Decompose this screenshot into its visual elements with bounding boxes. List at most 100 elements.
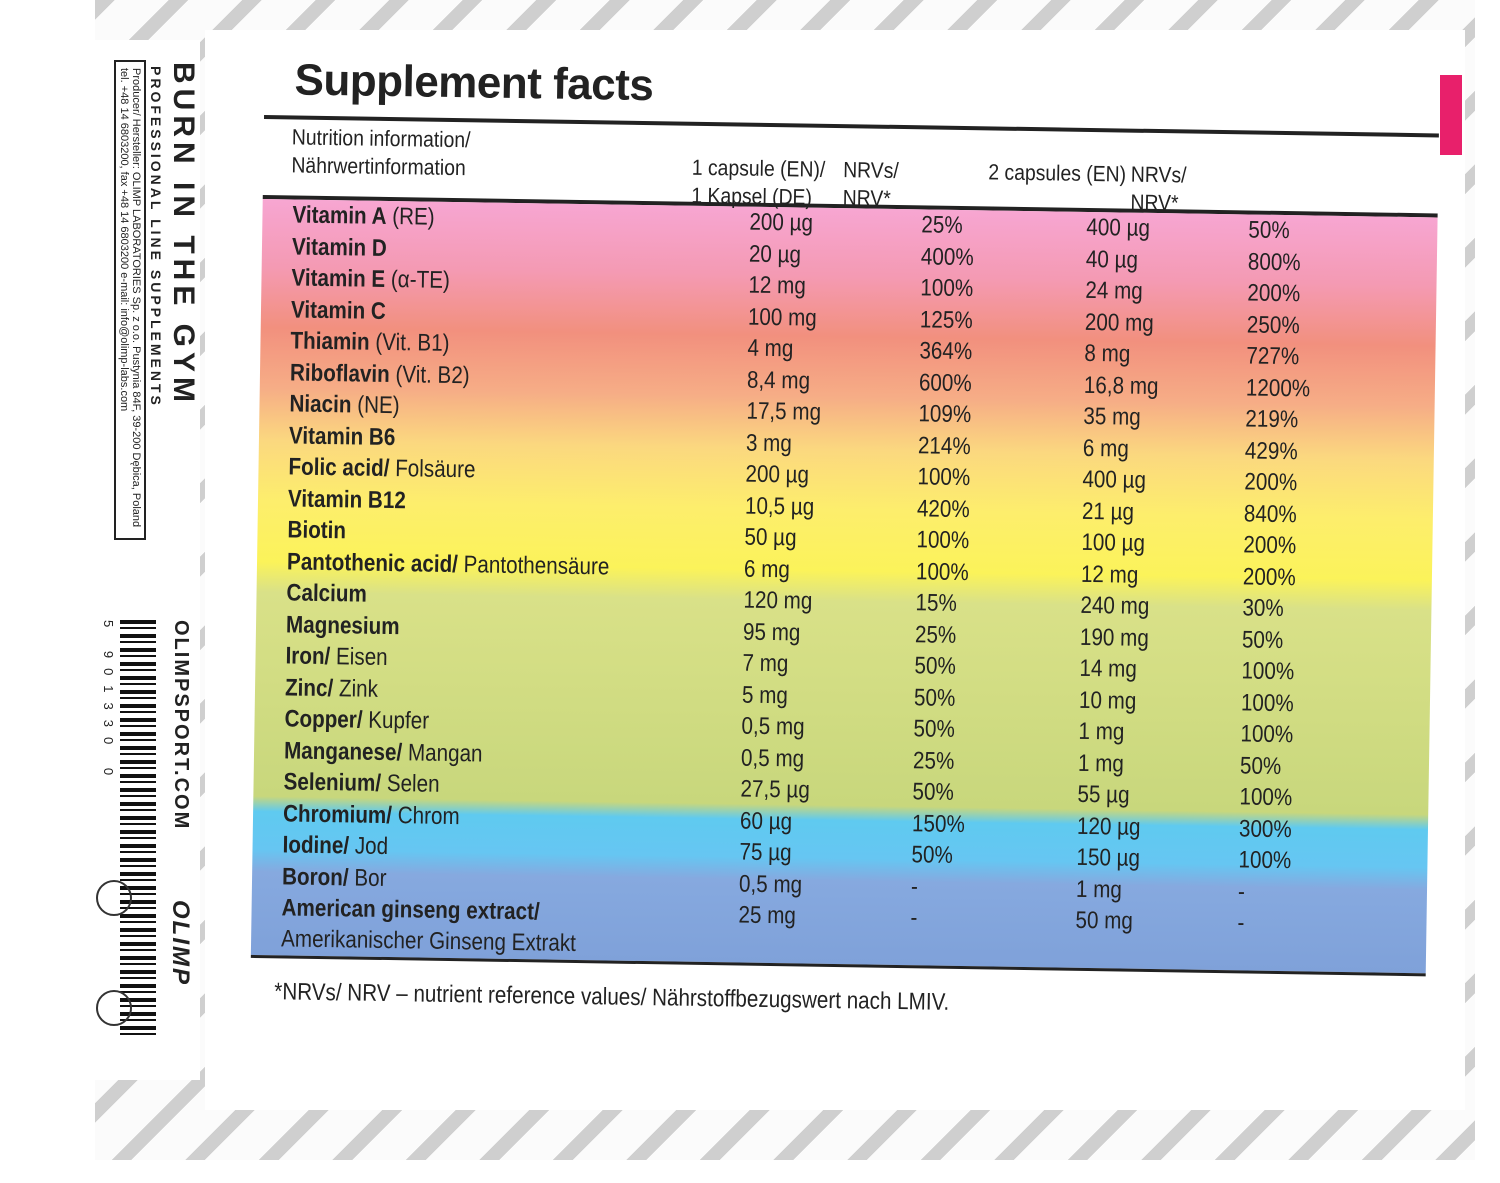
amount-2-capsules: 50 mg <box>1075 906 1134 935</box>
product-line: PROFESSIONAL LINE SUPPLEMENTS <box>148 66 164 408</box>
amount-1-capsule: 60 µg <box>739 807 793 835</box>
nrv-1-capsule: 420% <box>916 494 970 523</box>
nrv-2-capsules: 200% <box>1244 468 1298 497</box>
nrv-1-capsule: 100% <box>920 274 974 303</box>
nutrient-name-secondary: (Vit. B1) <box>369 328 450 357</box>
nrv-1-capsule: - <box>910 904 918 932</box>
amount-1-capsule: 25 mg <box>738 901 797 930</box>
nutrient-name-en: Copper/ <box>284 705 363 734</box>
amount-1-capsule: 200 µg <box>745 460 810 489</box>
nrv-2-capsules: 100% <box>1240 688 1294 717</box>
amount-2-capsules: 1 mg <box>1075 875 1123 904</box>
amount-2-capsules: 150 µg <box>1076 843 1141 872</box>
amount-1-capsule: 6 mg <box>743 555 791 583</box>
pink-corner-accent <box>1440 75 1462 155</box>
nutrient-name-en: Folic acid/ <box>288 453 390 483</box>
nutrient-name-en: Pantothenic acid/ <box>286 547 459 578</box>
nutrient-name-en: Iron/ <box>285 642 331 671</box>
nrv-1-capsule: 25% <box>914 620 957 649</box>
nutrient-name: American ginseng extract/Amerikanischer … <box>281 892 675 960</box>
nrv-2-capsules: 727% <box>1246 342 1300 371</box>
amount-1-capsule: 0,5 mg <box>738 870 803 899</box>
nutrient-name-secondary: Chrom <box>391 801 460 830</box>
nrv-2-capsules: 50% <box>1248 216 1290 245</box>
amount-2-capsules: 21 µg <box>1081 497 1135 526</box>
amount-2-capsules: 14 mg <box>1079 654 1138 683</box>
supplement-facts-panel: Supplement facts Nutrition information/ … <box>250 55 1440 1024</box>
nrv-2-capsules: 840% <box>1243 499 1297 528</box>
amount-2-capsules: 12 mg <box>1080 560 1139 589</box>
amount-2-capsules: 1 mg <box>1077 749 1125 778</box>
nutrient-name-secondary: Pantothensäure <box>457 550 610 580</box>
nutrient-name-en: Niacin <box>289 390 352 419</box>
amount-1-capsule: 0,5 mg <box>741 712 805 741</box>
amount-1-capsule: 20 µg <box>748 240 802 268</box>
amount-1-capsule: 50 µg <box>744 523 797 552</box>
nutrient-name-secondary: (α-TE) <box>384 265 451 294</box>
nrv-1-capsule: - <box>910 872 919 900</box>
amount-2-capsules: 24 mg <box>1085 276 1143 305</box>
olimp-logo: OLIMP <box>167 900 194 986</box>
nrv-2-capsules: 200% <box>1242 562 1296 591</box>
nutrient-name-en: Vitamin A <box>292 201 387 230</box>
nutrient-name-en: Vitamin B12 <box>287 484 407 514</box>
website: OLIMPSPORT.COM <box>170 620 192 831</box>
amount-2-capsules: 35 mg <box>1083 402 1141 431</box>
nrv-1-capsule: 50% <box>913 715 956 743</box>
amount-2-capsules: 16,8 mg <box>1083 371 1159 400</box>
barcode <box>120 620 156 1040</box>
nrv-1-capsule: 50% <box>911 841 954 869</box>
amount-2-capsules: 200 mg <box>1084 308 1154 337</box>
nrv-1-capsule: 125% <box>919 305 973 334</box>
nrv-1-capsule: 150% <box>911 809 966 838</box>
nutrient-name-en: Thiamin <box>290 327 370 356</box>
nrv-2-capsules: 30% <box>1242 594 1284 623</box>
nrv-1-capsule: 364% <box>919 337 973 366</box>
header-nrv-2: NRVs/ <box>1130 161 1187 188</box>
nutrient-name-en: Vitamin B6 <box>288 421 396 451</box>
nrv-2-capsules: 200% <box>1243 531 1297 560</box>
header-2-capsules: 2 capsules (EN) <box>988 159 1127 187</box>
nrv-2-capsules: 200% <box>1247 279 1301 308</box>
nutrient-name-en: Selenium/ <box>283 768 382 797</box>
amount-1-capsule: 5 mg <box>741 681 789 709</box>
nutrient-name-secondary: Bor <box>348 863 387 892</box>
amount-1-capsule: 10,5 µg <box>744 492 815 521</box>
nutrient-name-en: Iodine/ <box>282 831 350 860</box>
amount-1-capsule: 75 µg <box>739 838 792 867</box>
nrv-2-capsules: 219% <box>1245 405 1299 434</box>
nrv-2-capsules: 100% <box>1238 846 1292 875</box>
nrv-1-capsule: 400% <box>920 242 974 271</box>
nrv-1-capsule: 50% <box>913 683 956 712</box>
nutrient-name-secondary: (RE) <box>386 202 435 231</box>
amount-1-capsule: 100 mg <box>747 303 818 332</box>
nutrient-name-secondary: (NE) <box>351 391 400 420</box>
nrv-1-capsule: 109% <box>918 400 972 429</box>
nrv-2-capsules: 1200% <box>1245 373 1311 402</box>
amount-1-capsule: 4 mg <box>747 334 794 363</box>
amount-1-capsule: 95 mg <box>742 618 801 646</box>
nrv-2-capsules: 250% <box>1246 310 1300 339</box>
nutrient-table: Vitamin A (RE) 200 µg 25% 400 µg 50% Vitamin … <box>250 198 1438 974</box>
nrv-1-capsule: 100% <box>915 557 969 586</box>
nutrient-name-secondary: Jod <box>348 832 389 861</box>
nutrient-name-secondary: (Vit. B2) <box>389 360 470 389</box>
nutrient-name-en: Vitamin E <box>291 264 386 293</box>
amount-1-capsule: 27,5 µg <box>740 775 811 804</box>
nutrient-name-secondary: Kupfer <box>362 706 430 735</box>
nutrient-name-en: Magnesium <box>285 610 400 640</box>
nrv-2-capsules: 300% <box>1238 814 1292 843</box>
nutrient-name-en: Vitamin D <box>291 232 388 262</box>
amount-1-capsule: 120 mg <box>743 586 813 615</box>
nrv-1-capsule: 50% <box>914 652 957 680</box>
nutrient-name-secondary: Amerikanischer Ginseng Extrakt <box>280 925 577 957</box>
nutrient-name-en: American ginseng extract/ <box>281 894 540 926</box>
nrv-1-capsule: 25% <box>912 746 955 775</box>
nutrient-name-en: Riboflavin <box>289 358 390 388</box>
nutrient-name-en: Vitamin C <box>290 295 387 325</box>
amount-2-capsules: 400 µg <box>1082 465 1147 494</box>
nrv-2-capsules: 50% <box>1241 625 1284 654</box>
nutrient-name-en: Calcium <box>286 579 368 608</box>
header-1-capsule: 1 capsule (EN)/ <box>691 154 826 182</box>
nrv-2-capsules: 429% <box>1244 436 1298 465</box>
